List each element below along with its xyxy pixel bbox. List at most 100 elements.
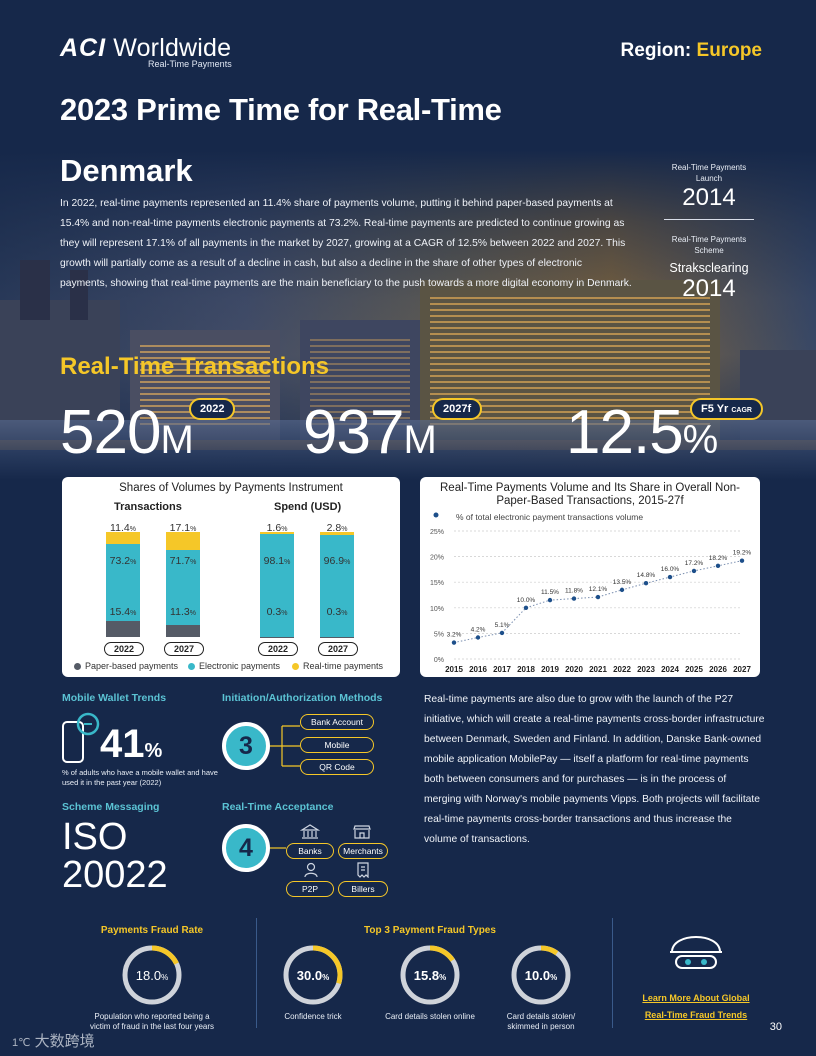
data-label: 2.8% — [320, 522, 354, 534]
stat-unit: % — [144, 740, 163, 762]
data-label: 71.7% — [166, 555, 200, 567]
acceptance-count: 4 — [222, 824, 270, 872]
data-point — [643, 581, 649, 586]
data-label: 3.2% — [447, 632, 462, 639]
bill-icon — [357, 862, 369, 878]
data-point — [547, 597, 553, 603]
pct-sign: % — [284, 559, 291, 566]
pct-sign: % — [161, 973, 169, 982]
y-tick-label: 15% — [430, 580, 444, 587]
pct-sign: % — [550, 973, 558, 982]
data-label: 73.2% — [106, 555, 140, 567]
series-line — [453, 560, 743, 644]
bar-segment — [320, 534, 354, 637]
ring-caption: Confidence trick — [284, 1012, 342, 1021]
pct-sign: % — [322, 973, 330, 982]
legend-swatch — [188, 663, 195, 671]
pct-sign: % — [439, 973, 447, 982]
connector-lines — [270, 725, 300, 767]
bar-segment — [260, 532, 294, 534]
x-tick-label: 2020 — [565, 665, 583, 674]
acceptance-tag: Merchants — [338, 843, 388, 859]
pct-sign: % — [190, 559, 197, 566]
divider — [612, 918, 613, 1028]
logo-subtitle: Real-Time Payments — [148, 59, 232, 69]
data-point — [667, 574, 673, 580]
label-value: 17.1 — [169, 522, 191, 534]
label-value: 11.3 — [170, 606, 190, 618]
year-tag: 2022 — [104, 642, 144, 656]
bar-segment — [320, 532, 354, 535]
data-point — [739, 558, 745, 563]
line-chart-svg: 0% 5% 10% 15% 20% 25% 3.2% 2015 4.2% 2016 5.1% 2017… — [430, 512, 752, 674]
person-icon — [304, 862, 318, 878]
acceptance-tag: Billers — [338, 881, 388, 897]
pct-sign: % — [281, 610, 288, 617]
series-label: % of total electronic payment transactio… — [456, 512, 644, 522]
logo[interactable]: ACI Worldwide — [60, 34, 231, 63]
group-label: Spend (USD) — [274, 501, 342, 513]
data-point — [715, 563, 721, 569]
value: 30.0 — [296, 968, 323, 983]
legend-marker — [433, 512, 439, 518]
x-tick-label: 2016 — [469, 665, 487, 674]
bar-segment — [166, 549, 200, 626]
year-tag: 2027 — [164, 642, 204, 656]
scheme-year: 2014 — [682, 275, 736, 302]
legend-text: Real-time payments — [303, 661, 384, 671]
region-label: Region: Europe — [621, 40, 762, 62]
x-tick-label: 2026 — [709, 665, 727, 674]
launch-label: Real-Time Payments Launch — [671, 163, 747, 183]
merchant-icon — [353, 825, 371, 839]
stat-tag: 2022 — [189, 398, 236, 420]
label-value: 0.3 — [326, 606, 342, 618]
stat-cagr: 12.5% — [566, 402, 719, 471]
y-tick-label: 0% — [434, 657, 444, 664]
data-label: 10.0% — [517, 597, 536, 604]
stat-unit: M — [160, 418, 193, 462]
bar-segment — [106, 543, 140, 621]
data-label: 96.9% — [320, 555, 354, 567]
connector-line — [270, 847, 286, 849]
ring-value: 18.0% — [122, 968, 182, 983]
data-point — [595, 594, 601, 600]
ring-caption: Card details stolen/ skimmed in person — [506, 1012, 576, 1031]
stat-unit: % — [682, 418, 719, 462]
init-methods-heading: Initiation/Authorization Methods — [222, 692, 383, 704]
data-label: 19.2% — [733, 550, 752, 557]
fraud-types-heading: Top 3 Payment Fraud Types — [364, 925, 496, 936]
legend-text: Electronic payments — [199, 661, 281, 671]
fraud-rate-heading: Payments Fraud Rate — [100, 925, 204, 936]
fraud-trends-link[interactable]: Learn More About Global — [642, 993, 750, 1003]
data-label: 98.1% — [260, 555, 294, 567]
ring-caption: Population who reported being a victim o… — [89, 1012, 215, 1031]
line-chart-card: Real-Time Payments Volume and Its Share … — [420, 477, 760, 677]
divider — [256, 918, 257, 1028]
scheme-messaging-value: ISO 20022 — [62, 818, 168, 894]
pct-sign: % — [129, 526, 136, 533]
stat-tag-small: CAGR — [731, 407, 752, 414]
stat-value: 937 — [303, 398, 404, 467]
launch-info: Real-Time Payments Launch 2014 — [664, 162, 754, 212]
data-label: 0.3% — [260, 606, 294, 618]
watermark-text: 大数跨境 — [34, 1033, 95, 1050]
pct-sign: % — [281, 526, 288, 533]
divider — [664, 219, 754, 220]
data-label: 4.2% — [471, 626, 486, 633]
bar-segment — [106, 532, 140, 544]
pct-sign: % — [341, 610, 348, 617]
data-label: 13.5% — [613, 579, 632, 586]
stat-value: 41 — [100, 722, 145, 766]
watermark: 1℃ 大数跨境 — [12, 1030, 95, 1051]
ring-value: 10.0% — [511, 968, 571, 983]
pct-sign: % — [341, 526, 348, 533]
y-tick-label: 25% — [430, 529, 444, 536]
fraud-trends-link[interactable]: Real-Time Fraud Trends — [644, 1010, 748, 1020]
pct-sign: % — [190, 526, 197, 533]
year-tag: 2027 — [318, 642, 358, 656]
x-tick-label: 2022 — [613, 665, 631, 674]
bar-segment — [106, 620, 140, 637]
x-tick-label: 2024 — [661, 665, 679, 674]
init-methods-count: 3 — [222, 722, 270, 770]
pct-sign: % — [344, 559, 351, 566]
